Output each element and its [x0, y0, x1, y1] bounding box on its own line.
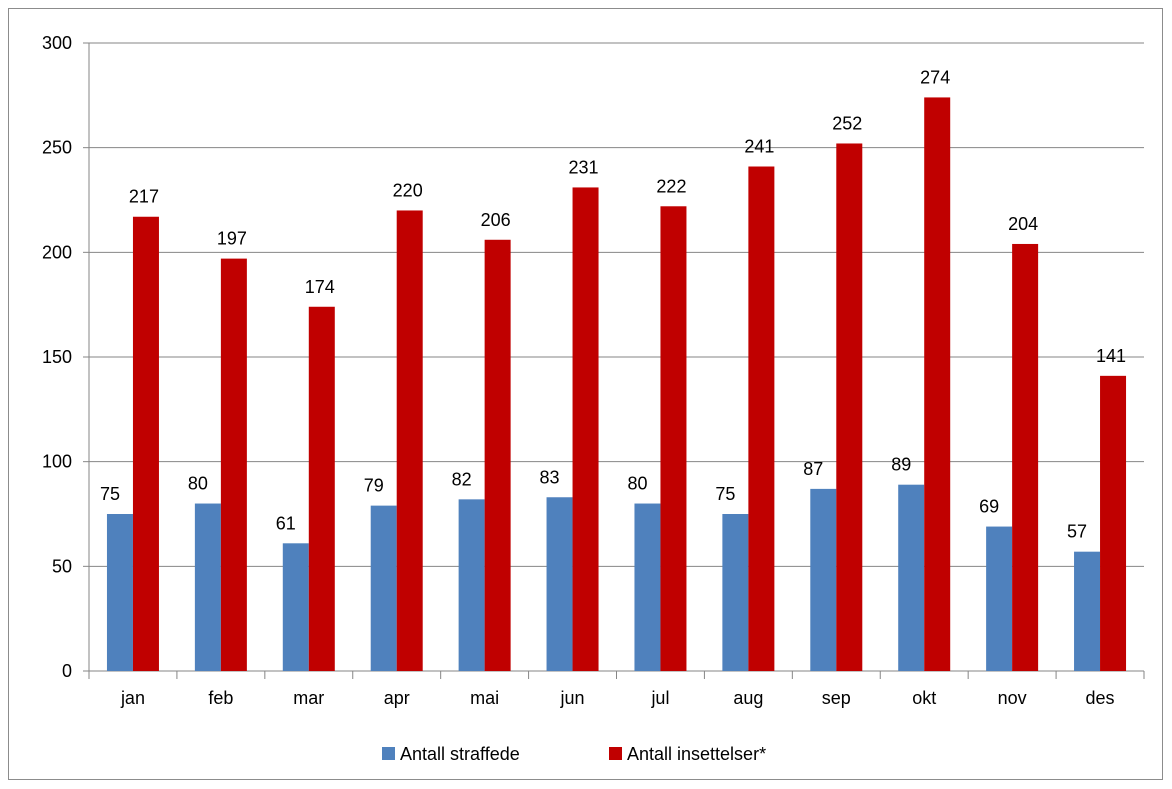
x-tick-label: apr [384, 688, 410, 708]
bar-insettelser-sep [836, 143, 863, 672]
y-tick-label: 300 [42, 33, 72, 53]
x-tick-label: jan [120, 688, 145, 708]
data-label: 141 [1096, 346, 1126, 366]
x-tick-label: mai [470, 688, 499, 708]
x-tick-label: sep [822, 688, 851, 708]
x-tick-label: des [1086, 688, 1115, 708]
bar-chart: 0 50 100 150 200 250 300 jan feb mar apr mai jun jul a… [42, 33, 1145, 764]
y-tick-label: 0 [62, 661, 72, 681]
bar-insettelser-apr [396, 210, 423, 671]
bar-straffede-jul [634, 503, 661, 671]
data-label: 75 [100, 484, 120, 504]
data-label: 57 [1067, 522, 1087, 542]
y-tick-label: 100 [42, 452, 72, 472]
x-tick-label: jun [560, 688, 585, 708]
legend-swatch-straffede [382, 747, 395, 760]
bar-straffede-aug [722, 514, 749, 671]
data-label: 197 [217, 229, 247, 249]
y-tick-label: 200 [42, 242, 72, 262]
data-label: 206 [481, 210, 511, 230]
data-label: 80 [627, 474, 647, 494]
data-label: 80 [188, 474, 208, 494]
bar-straffede-nov [986, 526, 1013, 671]
data-label: 61 [276, 513, 296, 533]
data-label: 83 [540, 467, 560, 487]
data-labels: 75 217 80 197 61 174 79 220 82 206 83 231 80 222 75 241… [100, 67, 1126, 541]
y-tick-label: 250 [42, 138, 72, 158]
bars [106, 97, 1127, 672]
bar-straffede-sep [810, 488, 837, 671]
data-label: 274 [920, 67, 950, 87]
bar-insettelser-feb [220, 258, 247, 671]
data-label: 87 [803, 459, 823, 479]
bar-insettelser-mar [308, 306, 335, 671]
data-label: 204 [1008, 214, 1038, 234]
x-tick-label: aug [733, 688, 763, 708]
data-label: 231 [569, 157, 599, 177]
y-tick-label: 50 [52, 556, 72, 576]
bar-insettelser-aug [748, 166, 775, 672]
bar-insettelser-des [1100, 375, 1127, 671]
legend-label: Antall straffede [400, 744, 520, 764]
data-label: 69 [979, 497, 999, 517]
bar-straffede-okt [898, 484, 925, 671]
bar-insettelser-jun [572, 187, 599, 671]
x-tick-label: okt [912, 688, 936, 708]
data-label: 82 [452, 469, 472, 489]
legend: Antall straffede Antall insettelser* [382, 744, 766, 764]
x-tick-label: feb [208, 688, 233, 708]
bar-straffede-jan [106, 514, 133, 671]
bar-insettelser-nov [1012, 243, 1039, 671]
data-label: 174 [305, 277, 335, 297]
data-label: 89 [891, 455, 911, 475]
data-label: 220 [393, 180, 423, 200]
data-label: 241 [744, 137, 774, 157]
data-label: 252 [832, 113, 862, 133]
legend-swatch-insettelser [609, 747, 622, 760]
x-tick-label: jul [650, 688, 669, 708]
bar-straffede-mai [458, 499, 485, 671]
bar-straffede-jun [546, 497, 573, 671]
legend-label: Antall insettelser* [627, 744, 766, 764]
bar-insettelser-jul [660, 206, 687, 671]
data-label: 79 [364, 476, 384, 496]
bar-straffede-apr [370, 505, 397, 671]
x-tick-label: mar [293, 688, 324, 708]
data-label: 222 [656, 176, 686, 196]
y-tick-label: 150 [42, 347, 72, 367]
bar-insettelser-jan [132, 216, 159, 671]
data-label: 75 [715, 484, 735, 504]
x-tick-label: nov [998, 688, 1027, 708]
bar-insettelser-okt [924, 97, 951, 672]
bar-straffede-feb [194, 503, 221, 671]
bar-straffede-des [1074, 551, 1101, 671]
bar-straffede-mar [282, 543, 309, 671]
bar-insettelser-mai [484, 239, 511, 672]
gridlines [89, 42, 1144, 567]
axes: 0 50 100 150 200 250 300 jan feb mar apr mai jun jul a… [42, 33, 1145, 708]
chart-frame: 0 50 100 150 200 250 300 jan feb mar apr mai jun jul a… [8, 8, 1163, 780]
data-label: 217 [129, 187, 159, 207]
